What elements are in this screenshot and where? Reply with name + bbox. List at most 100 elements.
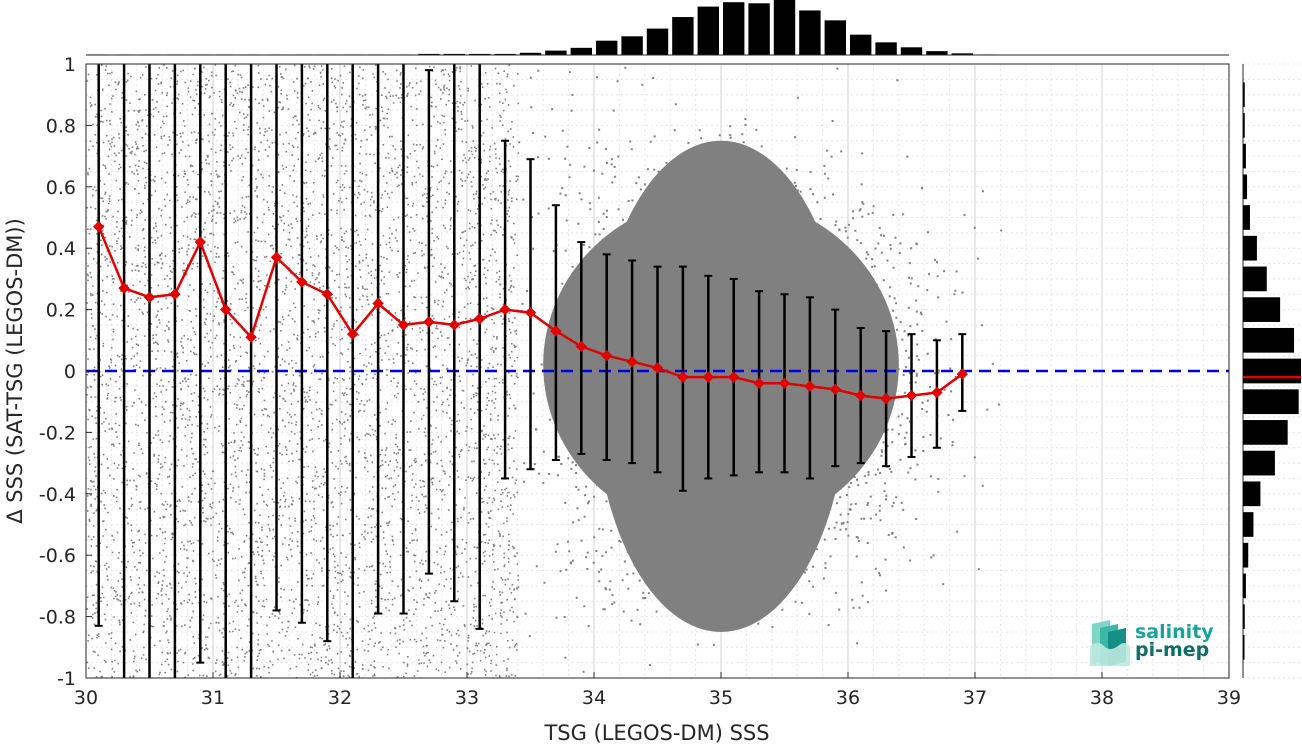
- mean-point: [931, 386, 943, 399]
- right-histogram-bar: [1243, 389, 1299, 415]
- right-histogram-bar: [1243, 174, 1248, 200]
- y-tick-label: -0.4: [39, 484, 76, 506]
- top-histogram-bar: [824, 20, 846, 56]
- logo-mark-icon: [1090, 620, 1130, 666]
- top-histogram-bar: [926, 51, 948, 55]
- logo-text-salinity: salinity: [1135, 621, 1214, 643]
- top-histogram-bar: [469, 53, 491, 55]
- y-tick-label: -0.8: [39, 607, 76, 629]
- mean-point: [372, 297, 384, 310]
- mean-point: [753, 377, 765, 389]
- x-tick-label: 37: [963, 687, 987, 709]
- top-histogram-bar: [646, 28, 669, 55]
- mean-point: [600, 349, 613, 362]
- right-histogram-bar: [1243, 297, 1281, 322]
- top-histogram-bar: [494, 53, 516, 55]
- right-histogram-bar: [1243, 420, 1288, 445]
- mean-point: [778, 377, 791, 389]
- top-histogram-bar: [799, 10, 821, 55]
- mean-point: [905, 389, 918, 402]
- mean-point: [169, 288, 181, 300]
- mean-point: [550, 325, 562, 337]
- top-histogram-bar: [875, 42, 897, 55]
- top-histogram-bar: [519, 52, 542, 55]
- right-histogram-bar: [1243, 542, 1249, 568]
- top-histogram-bar: [773, 0, 796, 55]
- right-histogram-bar: [1243, 450, 1275, 476]
- y-tick-label: 0.6: [46, 177, 76, 199]
- mean-point: [854, 389, 867, 402]
- right-histogram: [1242, 63, 1302, 679]
- top-histogram-bar: [672, 17, 694, 55]
- mean-point: [473, 313, 486, 325]
- top-histogram: [88, 0, 999, 56]
- x-axis-ticks: 30 31 32 33 34 35 36 37 38 39: [74, 672, 1241, 709]
- mean-point: [194, 236, 207, 248]
- right-histogram-bar: [1243, 481, 1261, 507]
- top-histogram-bar: [748, 3, 770, 56]
- salinity-pi-mep-logo: salinity pi-mep: [1090, 620, 1214, 666]
- right-histogram-bar: [1243, 266, 1267, 292]
- mean-point: [321, 288, 334, 300]
- right-histogram-bar: [1243, 512, 1254, 537]
- mean-point: [270, 251, 283, 264]
- mean-point: [829, 383, 842, 396]
- mean-point: [956, 368, 969, 380]
- mean-point: [727, 371, 740, 383]
- top-histogram-bar: [596, 40, 618, 55]
- top-histogram-bar: [443, 53, 465, 55]
- mean-point: [702, 371, 715, 383]
- mean-point: [346, 328, 359, 340]
- mean-point: [397, 319, 410, 331]
- mean-point: [219, 303, 232, 316]
- mean-series: [92, 221, 969, 405]
- mean-point: [575, 340, 588, 353]
- mean-point: [92, 221, 105, 233]
- y-axis-ticks: 1 0.8 0.6 0.4 0.2 0 -0.2 -0.4 -0.6 -0.8 -1: [39, 54, 92, 690]
- right-histogram-bar: [1243, 604, 1245, 629]
- right-histogram-bar: [1243, 573, 1246, 599]
- mean-point: [626, 356, 638, 368]
- right-histogram-bar: [1243, 327, 1295, 353]
- mean-point: [245, 331, 257, 343]
- mean-point: [880, 392, 892, 405]
- right-histogram-bar: [1243, 113, 1245, 138]
- top-histogram-bar: [723, 2, 745, 55]
- y-tick-label: 0: [64, 361, 76, 383]
- y-tick-label: -1: [57, 668, 76, 690]
- mean-point: [804, 380, 816, 393]
- mean-point: [677, 371, 689, 383]
- top-histogram-bar: [418, 53, 440, 55]
- y-tick-label: -0.6: [39, 545, 76, 567]
- top-histogram-bar: [697, 6, 719, 56]
- x-tick-label: 34: [582, 687, 606, 709]
- y-axis-label: Δ SSS (SAT-TSG (LEGOS-DM)): [3, 218, 27, 524]
- right-histogram-bar: [1243, 634, 1245, 660]
- x-tick-label: 33: [455, 687, 479, 709]
- y-tick-label: 0.4: [46, 238, 76, 260]
- logo-text-pi-mep: pi-mep: [1135, 639, 1209, 661]
- y-tick-label: 1: [64, 54, 76, 76]
- y-tick-label: 0.2: [46, 300, 76, 322]
- x-tick-label: 32: [328, 687, 352, 709]
- top-histogram-bar: [621, 36, 643, 55]
- scatter-core-vertical-body: [594, 140, 848, 632]
- x-tick-label: 39: [1217, 687, 1241, 709]
- x-tick-label: 31: [201, 687, 225, 709]
- right-histogram-bar: [1243, 235, 1257, 261]
- mean-point: [448, 319, 461, 331]
- x-axis-label: TSG (LEGOS-DM) SSS: [543, 721, 769, 745]
- y-tick-label: -0.2: [39, 422, 76, 444]
- mean-point: [423, 316, 435, 328]
- top-histogram-bar: [951, 53, 973, 55]
- x-tick-label: 30: [74, 687, 98, 709]
- top-histogram-bar: [545, 50, 567, 55]
- mean-point: [499, 303, 511, 316]
- x-tick-label: 35: [709, 687, 733, 709]
- right-histogram-bar: [1243, 205, 1250, 230]
- mean-point: [524, 306, 537, 319]
- y-tick-label: 0.8: [46, 115, 76, 137]
- mean-point: [296, 276, 308, 288]
- top-histogram-bar: [570, 47, 592, 55]
